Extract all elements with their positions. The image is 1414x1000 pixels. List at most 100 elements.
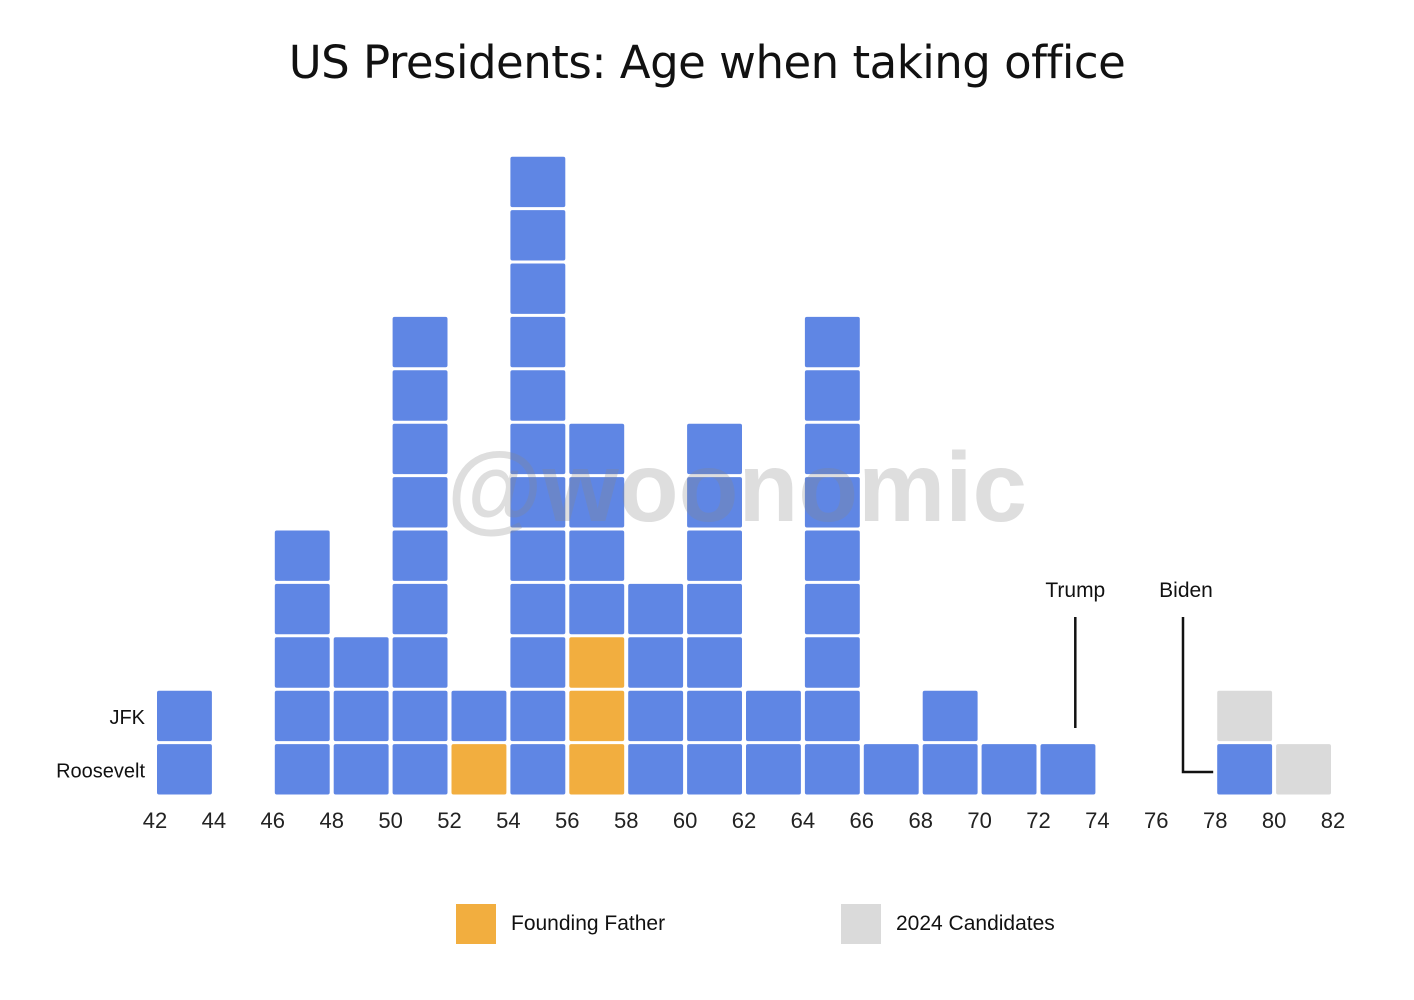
block-president-age-50-5 [392,530,448,581]
block-president-age-60-4 [687,583,742,635]
block-president-age-54-1 [510,744,566,795]
block-president-age-70-1 [981,744,1037,795]
legend-item-founding-father: Founding Father [456,904,665,944]
block-president-age-46-5 [274,530,330,581]
block-president-age-64-6 [804,477,860,528]
block-president-age-42-1 [157,744,212,795]
block-president-age-54-8 [510,370,566,421]
block-president-age-50-8 [392,370,448,421]
chart-title: US Presidents: Age when taking office [288,36,1126,89]
block-president-age-46-2 [274,690,330,742]
block-president-age-58-3 [628,637,684,688]
block-president-age-60-6 [687,477,742,528]
block-founding-father-age-52-1 [451,744,507,795]
block-president-age-72-1 [1040,744,1096,795]
block-president-age-54-2 [510,690,566,742]
block-founding-father-age-56-2 [569,690,625,742]
x-tick-label-68: 68 [908,808,932,833]
block-president-age-64-4 [804,583,860,635]
block-president-age-78-1 [1217,744,1273,795]
block-president-age-50-1 [392,744,448,795]
annotation-biden-line [1181,617,1214,774]
x-tick-label-42: 42 [143,808,167,833]
block-founding-father-age-56-3 [569,637,625,688]
block-president-age-58-1 [628,744,684,795]
block-2024-candidate-age-78-2 [1217,690,1273,742]
block-president-age-54-4 [510,583,566,635]
x-tick-label-78: 78 [1203,808,1227,833]
block-president-age-60-1 [687,744,742,795]
block-president-age-54-6 [510,477,566,528]
block-president-age-64-8 [804,370,860,421]
block-president-age-64-9 [804,316,860,368]
legend-swatch-2024-candidates [841,904,881,944]
block-president-age-50-2 [392,690,448,742]
block-president-age-60-7 [687,423,742,475]
block-president-age-54-7 [510,423,566,475]
x-tick-label-44: 44 [202,808,226,833]
row-label-jfk: JFK [109,707,145,729]
block-president-age-60-5 [687,530,742,581]
x-tick-label-74: 74 [1085,808,1109,833]
x-tick-label-62: 62 [732,808,756,833]
x-tick-label-66: 66 [850,808,874,833]
block-president-age-64-3 [804,637,860,688]
block-president-age-46-3 [274,637,330,688]
block-president-age-64-5 [804,530,860,581]
x-tick-label-54: 54 [496,808,520,833]
block-president-age-60-2 [687,690,742,742]
block-president-age-64-2 [804,690,860,742]
block-president-age-54-5 [510,530,566,581]
block-president-age-66-1 [863,744,919,795]
legend-label-2024-candidates: 2024 Candidates [896,912,1055,935]
block-president-age-56-7 [569,423,625,475]
block-president-age-50-6 [392,477,448,528]
block-president-age-54-12 [510,156,566,208]
x-tick-label-58: 58 [614,808,638,833]
block-president-age-56-6 [569,477,625,528]
watermark: @woonomic [447,432,1027,542]
block-president-age-56-5 [569,530,625,581]
block-president-age-50-9 [392,316,448,368]
x-tick-label-80: 80 [1262,808,1286,833]
block-president-age-54-9 [510,316,566,368]
legend-swatch-founding-father [456,904,496,944]
block-president-age-58-2 [628,690,684,742]
block-president-age-64-7 [804,423,860,475]
x-tick-label-46: 46 [261,808,285,833]
x-tick-label-56: 56 [555,808,579,833]
x-tick-label-64: 64 [791,808,815,833]
block-president-age-48-1 [333,744,389,795]
block-president-age-54-10 [510,263,566,314]
x-tick-label-50: 50 [378,808,402,833]
block-president-age-58-4 [628,583,684,635]
x-tick-label-72: 72 [1026,808,1050,833]
block-president-age-48-2 [333,690,389,742]
block-president-age-62-1 [746,744,801,795]
annotation-biden-label: Biden [1159,579,1213,602]
x-tick-label-48: 48 [319,808,343,833]
block-president-age-46-4 [274,583,330,635]
block-president-age-50-7 [392,423,448,475]
block-president-age-60-3 [687,637,742,688]
block-president-age-52-2 [451,690,507,742]
block-president-age-50-3 [392,637,448,688]
block-president-age-56-4 [569,583,625,635]
row-label-roosevelt: Roosevelt [56,760,145,782]
block-president-age-54-3 [510,637,566,688]
block-2024-candidate-age-80-1 [1276,744,1331,795]
legend-label-founding-father: Founding Father [511,912,666,935]
block-president-age-50-4 [392,583,448,635]
block-president-age-46-1 [274,744,330,795]
x-tick-label-60: 60 [673,808,697,833]
x-tick-label-76: 76 [1144,808,1168,833]
block-president-age-68-2 [922,690,978,742]
block-president-age-42-2 [157,690,212,742]
annotation-trump-label: Trump [1045,579,1105,602]
block-founding-father-age-56-1 [569,744,625,795]
x-tick-label-82: 82 [1321,808,1345,833]
x-tick-label-70: 70 [967,808,991,833]
x-tick-label-52: 52 [437,808,461,833]
block-president-age-48-3 [333,637,389,688]
